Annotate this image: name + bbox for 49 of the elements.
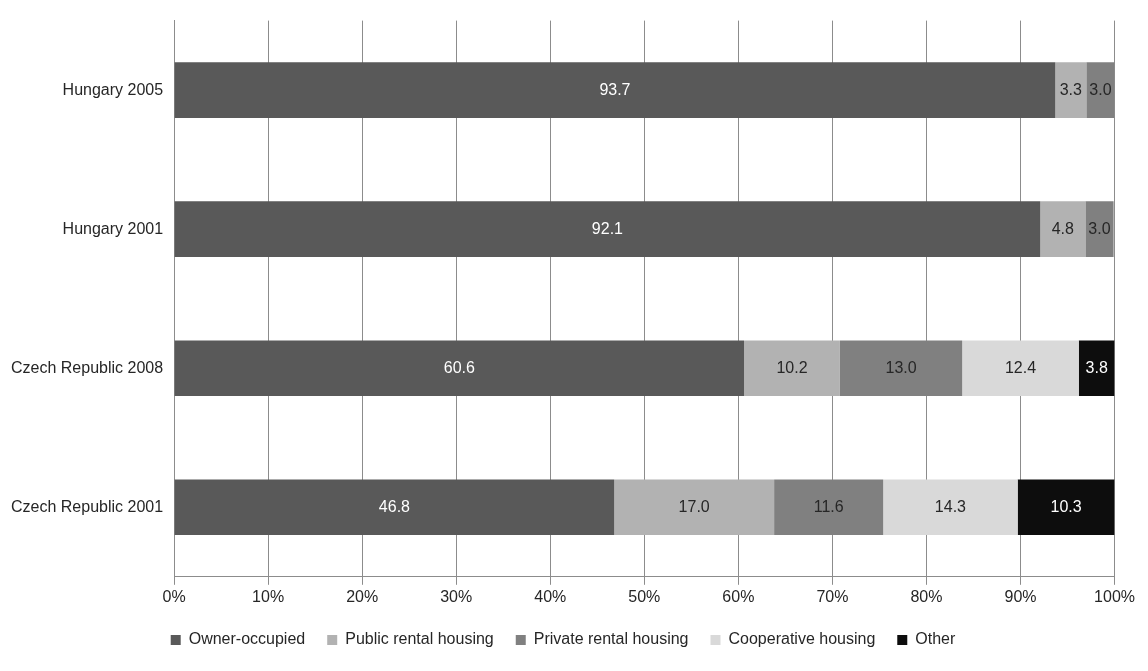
bar (174, 479, 615, 536)
bar (174, 62, 1056, 118)
y-tick-label: Hungary 2005 (62, 80, 164, 98)
x-tick-label: 50% (628, 587, 661, 605)
x-tick-label: 20% (346, 587, 379, 605)
bar (1086, 62, 1115, 118)
data-label: 17.0 (678, 497, 710, 515)
x-tick-label: 90% (1004, 587, 1037, 605)
data-label: 14.3 (934, 497, 967, 515)
data-label: 13.0 (885, 358, 917, 376)
x-tick-label: 60% (722, 587, 755, 605)
x-tick-label: 40% (534, 587, 567, 605)
data-label: 60.6 (443, 358, 475, 376)
x-tick-label: 0% (162, 587, 186, 605)
bar (1078, 340, 1115, 397)
data-label: 11.6 (813, 497, 844, 515)
bar (1040, 201, 1086, 257)
data-label: 3.3 (1059, 80, 1083, 98)
bar (174, 201, 1041, 257)
legend-label: Other (915, 630, 956, 648)
y-tick-label: Czech Republic 2008 (11, 358, 164, 376)
bar (614, 479, 775, 536)
x-tick-label: 70% (816, 587, 849, 605)
legend-label: Owner-occupied (188, 630, 306, 648)
bar (883, 479, 1018, 536)
legend-label: Cooperative housing (728, 630, 876, 648)
data-label: 10.2 (776, 358, 808, 376)
x-tick-label: 30% (440, 587, 473, 605)
x-tick-label: 80% (910, 587, 943, 605)
data-label: 12.4 (1004, 358, 1037, 376)
x-tick-label: 10% (252, 587, 285, 605)
y-tick-label: Czech Republic 2001 (11, 497, 164, 515)
bar (1055, 62, 1087, 118)
y-tick-label: Hungary 2001 (62, 219, 164, 237)
data-label: 4.8 (1051, 219, 1075, 237)
legend-label: Public rental housing (345, 630, 494, 648)
data-label: 3.0 (1088, 219, 1111, 237)
data-label: 3.0 (1089, 80, 1112, 98)
legend-label: Private rental housing (533, 630, 689, 648)
data-label: 3.8 (1085, 358, 1108, 376)
bar (174, 340, 744, 397)
data-label: 46.8 (378, 497, 411, 515)
bar (744, 340, 840, 397)
data-label: 10.3 (1050, 497, 1082, 515)
data-label: 93.7 (599, 80, 631, 98)
bar (1017, 479, 1115, 536)
bar (962, 340, 1079, 397)
data-label: 92.1 (591, 219, 624, 237)
x-tick-label: 100% (1094, 587, 1135, 605)
